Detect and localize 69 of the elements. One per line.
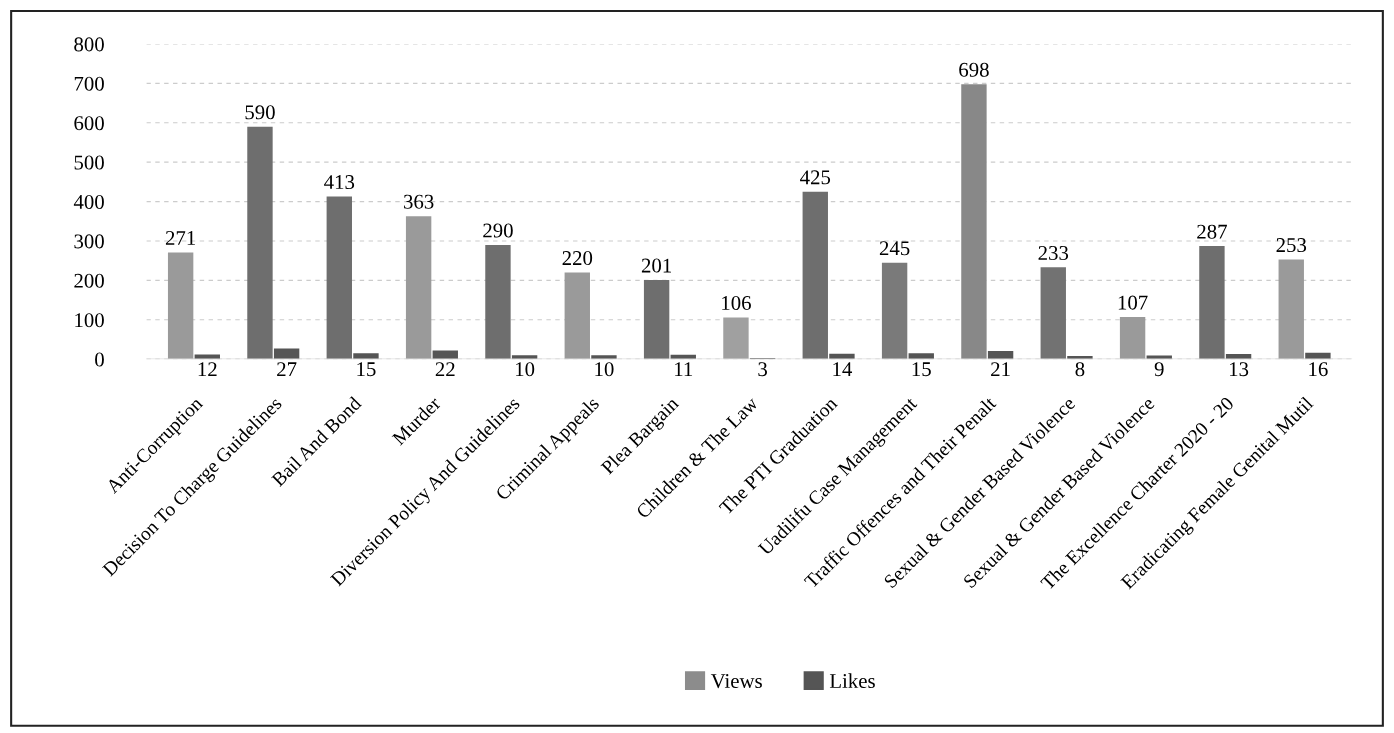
legend-label: Views <box>710 674 762 689</box>
data-label: 363 <box>404 194 434 209</box>
data-label: 11 <box>675 362 693 376</box>
bar <box>643 279 670 360</box>
bar <box>1067 356 1093 360</box>
bar <box>1119 317 1146 360</box>
bar <box>1225 354 1252 360</box>
bar <box>591 355 617 360</box>
bar <box>167 252 194 360</box>
data-label: 12 <box>198 362 217 376</box>
data-label: 271 <box>165 231 196 245</box>
data-label: 21 <box>991 362 1010 376</box>
bar <box>670 354 696 360</box>
y-tick-label: 300 <box>74 234 104 249</box>
y-tick-label: 400 <box>73 194 104 210</box>
y-tick-label: 700 <box>74 76 104 91</box>
y-tick-label: 0 <box>95 352 104 367</box>
bar <box>564 272 590 360</box>
data-label: 8 <box>1075 362 1085 377</box>
bar <box>194 354 220 360</box>
bar <box>511 355 538 360</box>
data-label: 16 <box>1309 362 1328 377</box>
data-label: 253 <box>1276 238 1307 253</box>
data-label: 13 <box>1230 362 1249 377</box>
data-label: 698 <box>959 62 989 77</box>
data-label: 590 <box>245 105 275 120</box>
bar <box>881 262 908 360</box>
data-label: 106 <box>722 295 751 311</box>
data-label: 107 <box>1118 295 1148 310</box>
data-label: 14 <box>833 362 853 376</box>
bar <box>273 348 300 360</box>
data-label: 10 <box>516 362 535 377</box>
bar <box>1305 352 1331 360</box>
data-label: 290 <box>483 223 513 238</box>
bar <box>485 244 511 360</box>
bar <box>987 350 1014 360</box>
bar <box>405 216 432 360</box>
y-tick-label: 200 <box>74 273 104 288</box>
data-label: 201 <box>641 258 671 273</box>
bar <box>961 84 987 360</box>
y-tick-label: 100 <box>75 313 104 328</box>
y-tick-label: 500 <box>74 155 104 170</box>
bar <box>723 317 749 360</box>
y-tick-label: 600 <box>74 116 104 131</box>
data-label: 220 <box>562 251 593 266</box>
bar <box>1199 246 1225 360</box>
data-label: 287 <box>1197 224 1227 239</box>
bar <box>829 353 855 360</box>
data-label: 10 <box>595 362 614 377</box>
data-label: 15 <box>912 362 931 377</box>
data-label: 27 <box>277 362 297 376</box>
data-label: 233 <box>1038 245 1069 260</box>
bar <box>353 353 379 360</box>
y-tick-label: 800 <box>74 37 104 52</box>
legend-label: Likes <box>829 673 875 689</box>
data-label: 245 <box>879 241 910 256</box>
data-label: 22 <box>435 362 455 376</box>
data-label: 3 <box>758 362 767 377</box>
bar <box>247 126 273 360</box>
bar <box>326 196 352 360</box>
bar <box>802 191 828 360</box>
bar <box>1278 259 1304 360</box>
data-label: 9 <box>1154 362 1164 377</box>
data-label: 425 <box>800 170 831 185</box>
bar <box>1040 267 1066 360</box>
bar <box>908 353 934 360</box>
bar <box>432 350 458 360</box>
data-label: 15 <box>357 362 376 377</box>
data-label: 413 <box>324 175 355 190</box>
